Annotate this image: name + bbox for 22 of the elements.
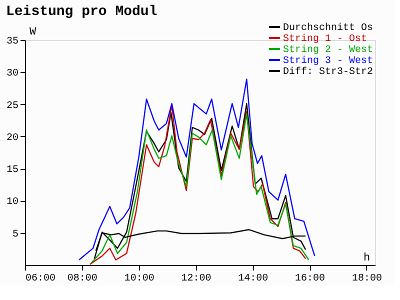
x-tick-label: 16:00	[295, 274, 326, 284]
y-tick-label: 20	[6, 132, 18, 144]
y-tick-label: 10	[6, 197, 18, 208]
x-tick-label: 08:00	[67, 274, 98, 284]
y-tick-label: 5	[12, 229, 18, 240]
x-tick-label: 14:00	[238, 274, 268, 284]
legend-label: Diff: Str3-Str2	[283, 66, 374, 78]
y-tick-label: 25	[6, 100, 18, 112]
y-axis-title: W	[30, 26, 36, 38]
legend-label: String 3 - West	[283, 55, 374, 67]
x-tick-label: 10:00	[124, 274, 154, 284]
y-tick-label: 30	[6, 68, 18, 80]
legend-label: String 1 - Ost	[283, 33, 368, 45]
x-tick-label: 12:00	[181, 274, 212, 284]
legend-label: String 2 - West	[283, 44, 374, 56]
y-tick-label: 35	[6, 36, 18, 48]
x-axis-title: h	[364, 252, 370, 264]
legend-label: Durchschnitt Os	[283, 22, 374, 34]
x-tick-label: 18:00	[352, 274, 382, 284]
x-tick-label: 06:00	[26, 274, 56, 284]
y-tick-label: 15	[6, 165, 18, 176]
chart-title: Leistung pro Modul	[6, 4, 158, 20]
